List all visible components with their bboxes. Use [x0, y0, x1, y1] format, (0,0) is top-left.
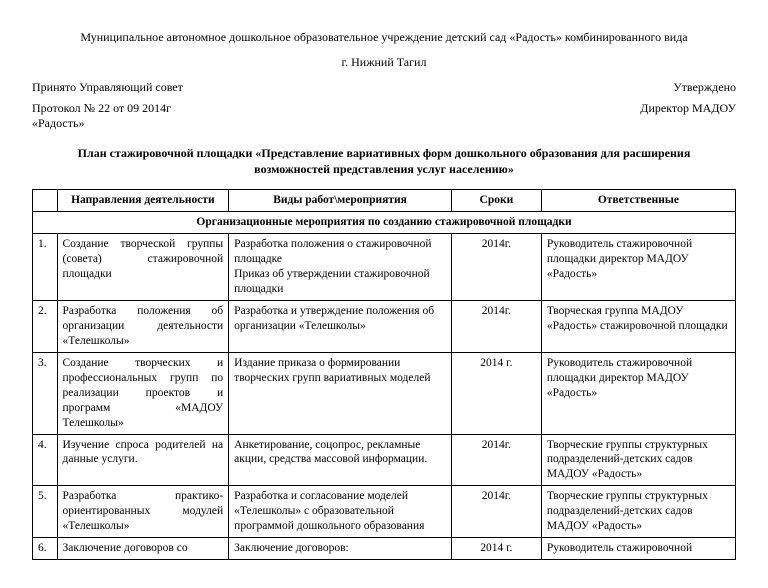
cell-num: 2. [33, 301, 58, 353]
cell-direction: Создание творческих и профессиональных г… [57, 352, 229, 434]
director-label: Директор МАДОУ [640, 101, 736, 131]
city: г. Нижний Тагил [32, 55, 736, 70]
accepted-by: Принято Управляющий совет [32, 80, 183, 95]
cell-direction: Изучение спроса родителей на данные услу… [57, 434, 229, 486]
cell-work: Разработка и согласование моделей «Телеш… [229, 486, 452, 538]
cell-responsible: Творческие группы структурных подразделе… [541, 486, 735, 538]
cell-date: 2014г. [451, 234, 541, 301]
cell-direction: Разработка положения об организации деят… [57, 301, 229, 353]
cell-responsible: Руководитель стажировочной площадки дире… [541, 352, 735, 434]
table-row: 5.Разработка практико-ориентированных мо… [33, 486, 736, 538]
cell-num: 3. [33, 352, 58, 434]
cell-date: 2014г. [451, 434, 541, 486]
col-direction: Направления деятельности [57, 190, 229, 212]
cell-date: 2014 г. [451, 352, 541, 434]
table-header-row: Направления деятельности Виды работ\меро… [33, 190, 736, 212]
protocol-line: Протокол № 22 от 09 2014г [32, 101, 171, 116]
cell-work: Разработка положения о стажировочной пло… [229, 234, 452, 301]
cell-num: 6. [33, 538, 58, 560]
col-num [33, 190, 58, 212]
cell-direction: Заключение договоров со [57, 538, 229, 560]
cell-date: 2014 г. [451, 538, 541, 560]
cell-responsible: Творческая группа МАДОУ «Радость» стажир… [541, 301, 735, 353]
cell-work: Разработка и утверждение положения об ор… [229, 301, 452, 353]
approved-label: Утверждено [673, 80, 736, 95]
cell-date: 2014г. [451, 486, 541, 538]
cell-work: Издание приказа о формировании творчески… [229, 352, 452, 434]
table-row: 4.Изучение спроса родителей на данные ус… [33, 434, 736, 486]
org-name: Муниципальное автономное дошкольное обра… [32, 30, 736, 45]
cell-responsible: Руководитель стажировочной площадки дире… [541, 234, 735, 301]
col-responsible: Ответственные [541, 190, 735, 212]
cell-work: Анкетирование, соцопрос, рекламные акции… [229, 434, 452, 486]
cell-direction: Разработка практико-ориентированных моду… [57, 486, 229, 538]
col-date: Сроки [451, 190, 541, 212]
table-row: 1.Создание творческой группы (совета) ст… [33, 234, 736, 301]
table-row: 2.Разработка положения об организации де… [33, 301, 736, 353]
cell-num: 4. [33, 434, 58, 486]
org-short: «Радость» [32, 116, 171, 131]
table-row: 6.Заключение договоров соЗаключение дого… [33, 538, 736, 560]
table-row: 3.Создание творческих и профессиональных… [33, 352, 736, 434]
section-title: Организационные мероприятия по созданию … [33, 212, 736, 234]
cell-responsible: Творческие группы структурных подразделе… [541, 434, 735, 486]
plan-title: План стажировочной площадки «Представлен… [54, 145, 714, 177]
cell-work: Заключение договоров: [229, 538, 452, 560]
cell-num: 5. [33, 486, 58, 538]
cell-responsible: Руководитель стажировочной [541, 538, 735, 560]
plan-table: Направления деятельности Виды работ\меро… [32, 189, 736, 560]
section-row: Организационные мероприятия по созданию … [33, 212, 736, 234]
cell-num: 1. [33, 234, 58, 301]
cell-date: 2014г. [451, 301, 541, 353]
col-work: Виды работ\мероприятия [229, 190, 452, 212]
cell-direction: Создание творческой группы (совета) стаж… [57, 234, 229, 301]
